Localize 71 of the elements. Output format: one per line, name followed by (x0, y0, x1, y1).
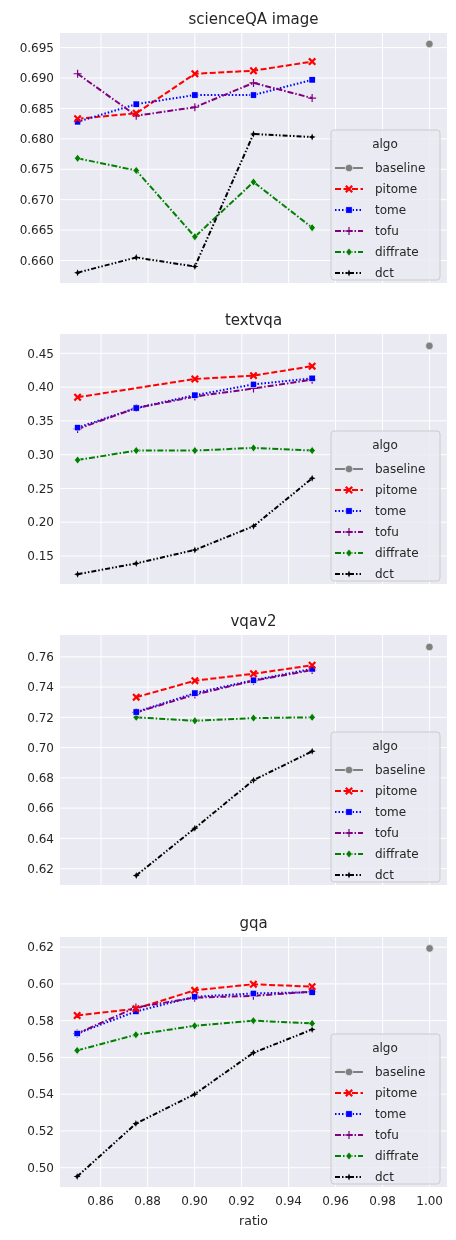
legend-label: baseline (375, 763, 426, 778)
legend-label: baseline (375, 161, 426, 176)
y-tick-label: 0.76 (27, 649, 54, 664)
chart-title: textvqa (224, 311, 283, 329)
y-tick-label: 0.66 (27, 801, 54, 816)
legend-label: pitome (375, 483, 418, 498)
y-tick-label: 0.60 (27, 977, 54, 992)
legend-label: dct (375, 1170, 395, 1185)
legend-label: tofu (375, 826, 399, 841)
y-tick-label: 0.50 (27, 1160, 54, 1175)
legend-label: pitome (375, 182, 418, 197)
legend-title: algo (372, 739, 398, 753)
y-tick-label: 0.30 (27, 447, 54, 462)
legend-title: algo (372, 137, 398, 151)
x-tick-label: 0.90 (181, 1194, 208, 1208)
y-tick-label: 0.45 (27, 346, 54, 361)
legend-label: pitome (375, 1086, 418, 1101)
y-tick-label: 0.660 (19, 253, 54, 268)
y-tick-label: 0.25 (27, 481, 54, 496)
y-tick-label: 0.70 (27, 740, 54, 755)
legend-label: dct (375, 266, 395, 281)
x-axis-title: ratio (239, 1213, 268, 1228)
legend-label: diffrate (375, 847, 419, 862)
legend-label: diffrate (375, 245, 419, 260)
y-tick-label: 0.15 (27, 549, 54, 564)
legend-label: tome (375, 1107, 407, 1122)
x-tick-label: 0.94 (275, 1194, 302, 1208)
y-tick-label: 0.35 (27, 414, 54, 429)
y-tick-label: 0.56 (27, 1050, 54, 1065)
legend-label: diffrate (375, 1149, 419, 1164)
y-tick-label: 0.74 (27, 680, 54, 695)
chart-title: vqav2 (230, 612, 277, 630)
legend-label: tofu (375, 1128, 399, 1143)
y-tick-label: 0.675 (19, 162, 54, 177)
legend-title: algo (372, 438, 398, 452)
y-tick-label: 0.40 (27, 380, 54, 395)
y-tick-label: 0.670 (19, 192, 54, 207)
legend-label: tofu (375, 224, 399, 239)
legend-label: dct (375, 567, 395, 582)
x-tick-label: 0.92 (228, 1194, 255, 1208)
y-tick-label: 0.690 (19, 71, 54, 86)
legend-label: baseline (375, 1065, 426, 1080)
y-tick-label: 0.680 (19, 132, 54, 147)
y-tick-label: 0.58 (27, 1013, 54, 1028)
y-tick-label: 0.54 (27, 1087, 54, 1102)
y-tick-label: 0.72 (27, 710, 54, 725)
legend-label: dct (375, 868, 395, 883)
legend-label: diffrate (375, 546, 419, 561)
legend-label: tome (375, 504, 407, 519)
legend-label: tome (375, 203, 407, 218)
y-tick-label: 0.685 (19, 101, 54, 116)
legend-title: algo (372, 1041, 398, 1055)
x-tick-label: 0.98 (369, 1194, 396, 1208)
y-tick-label: 0.64 (27, 831, 54, 846)
legend-label: pitome (375, 784, 418, 799)
x-tick-label: 1.00 (416, 1194, 443, 1208)
legend-label: baseline (375, 462, 426, 477)
x-tick-label: 0.86 (87, 1194, 115, 1208)
x-tick-label: 0.96 (322, 1194, 349, 1208)
y-tick-label: 0.62 (27, 861, 54, 876)
y-tick-label: 0.52 (27, 1124, 54, 1139)
legend-label: tofu (375, 525, 399, 540)
chart-title: scienceQA image (188, 10, 319, 28)
y-tick-label: 0.20 (27, 515, 54, 530)
legend-label: tome (375, 805, 407, 820)
y-tick-label: 0.695 (19, 40, 54, 55)
chart-title: gqa (239, 914, 268, 932)
x-tick-label: 0.88 (134, 1194, 161, 1208)
y-tick-label: 0.665 (19, 223, 54, 238)
y-tick-label: 0.62 (27, 940, 54, 955)
y-tick-label: 0.68 (27, 771, 54, 786)
